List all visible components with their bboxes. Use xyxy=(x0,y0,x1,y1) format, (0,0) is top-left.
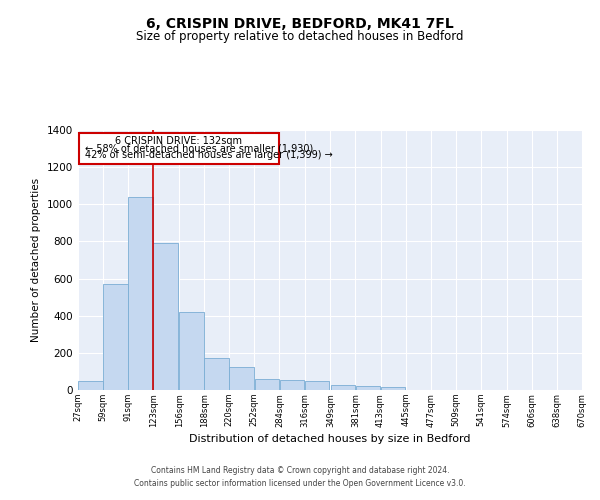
Text: 42% of semi-detached houses are larger (1,399) →: 42% of semi-detached houses are larger (… xyxy=(85,150,333,160)
Text: Contains HM Land Registry data © Crown copyright and database right 2024.
Contai: Contains HM Land Registry data © Crown c… xyxy=(134,466,466,487)
FancyBboxPatch shape xyxy=(79,133,278,164)
Bar xyxy=(356,386,380,390)
Text: Size of property relative to detached houses in Bedford: Size of property relative to detached ho… xyxy=(136,30,464,43)
Bar xyxy=(205,358,229,390)
Bar xyxy=(254,379,279,390)
Bar xyxy=(128,197,153,390)
Bar xyxy=(381,387,406,390)
Bar xyxy=(78,380,103,390)
Text: ← 58% of detached houses are smaller (1,930): ← 58% of detached houses are smaller (1,… xyxy=(85,144,313,154)
Bar xyxy=(305,380,329,390)
Bar xyxy=(154,244,178,390)
Bar xyxy=(331,386,355,390)
Text: 6 CRISPIN DRIVE: 132sqm: 6 CRISPIN DRIVE: 132sqm xyxy=(115,136,242,146)
Bar xyxy=(229,367,254,390)
Bar xyxy=(179,312,204,390)
Text: 6, CRISPIN DRIVE, BEDFORD, MK41 7FL: 6, CRISPIN DRIVE, BEDFORD, MK41 7FL xyxy=(146,18,454,32)
Bar xyxy=(103,284,128,390)
Bar xyxy=(280,380,304,390)
Y-axis label: Number of detached properties: Number of detached properties xyxy=(31,178,41,342)
X-axis label: Distribution of detached houses by size in Bedford: Distribution of detached houses by size … xyxy=(189,434,471,444)
